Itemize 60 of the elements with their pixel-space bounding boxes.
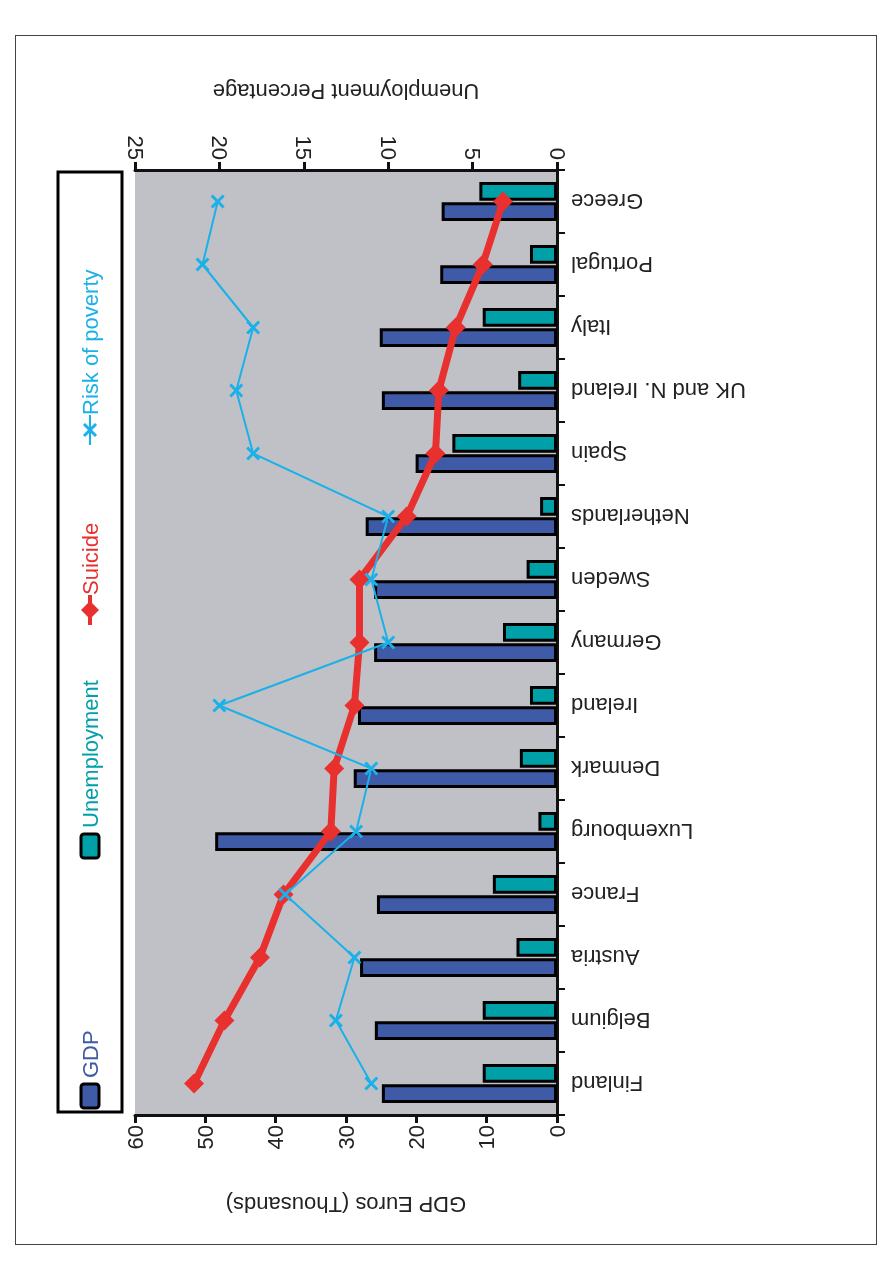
x-tick-label: 0 [544,1125,570,1138]
point [184,1073,205,1094]
point [320,821,341,842]
point [349,824,364,839]
point [195,257,210,272]
point [381,509,396,524]
x-tick-label: 30 [333,1125,359,1150]
text: GDP [77,1030,103,1078]
y-tick-label: Germany [571,630,662,655]
x-tick-label: 10 [474,1125,500,1150]
x-tick-label: 20 [403,1125,429,1150]
point [212,698,227,713]
point [445,317,466,338]
x2-tick-label: 15 [291,135,317,160]
x-tick-label: 50 [192,1125,218,1150]
x2-axis-title: Unemployment Percentage [212,78,480,104]
y-tick-label: UK and N. Ireland [571,378,746,403]
y-tick-label: Greece [571,189,644,214]
point [492,191,513,212]
y-tick-label: Italy [571,315,612,340]
x2-tick-label: 0 [544,147,570,160]
point [381,635,396,650]
y-tick-label: Ireland [571,693,639,718]
y-tick-label: Austria [570,945,640,970]
x2-tick-label: 10 [375,135,401,160]
point [324,758,345,779]
x2-tick-label: 20 [206,135,232,160]
y-tick-label: Denmark [570,756,661,781]
point [249,947,270,968]
y-tick-label: Finland [571,1071,644,1096]
point [364,1076,379,1091]
point [425,443,446,464]
text: Suicide [77,522,103,595]
point [472,254,493,275]
x-tick-label: 60 [122,1125,148,1150]
point [396,506,417,527]
point [229,383,244,398]
point [364,572,379,587]
text: Unemployment [77,680,103,828]
point [344,695,365,716]
point [210,194,225,209]
point [246,320,261,335]
x2-tick-label: 5 [460,147,486,160]
y-tick-label: Luxembourg [571,819,694,844]
text: Risk of poverty [77,269,103,415]
point [214,1010,235,1031]
point [428,380,449,401]
y-tick-label: Spain [571,441,628,466]
point [347,950,362,965]
point [328,1013,343,1028]
y-tick-label: Portugal [571,252,653,277]
y-tick-label: France [571,882,640,907]
y-tick-label: Sweden [571,567,651,592]
x2-tick-label: 25 [122,135,148,160]
y-tick-label: Netherlands [571,504,690,529]
x-tick-label: 40 [263,1125,289,1150]
x-axis-title: GDP Euros (Thousands) [225,1191,467,1217]
y-tick-label: Belgium [571,1008,651,1033]
point [246,446,261,461]
point [364,761,379,776]
